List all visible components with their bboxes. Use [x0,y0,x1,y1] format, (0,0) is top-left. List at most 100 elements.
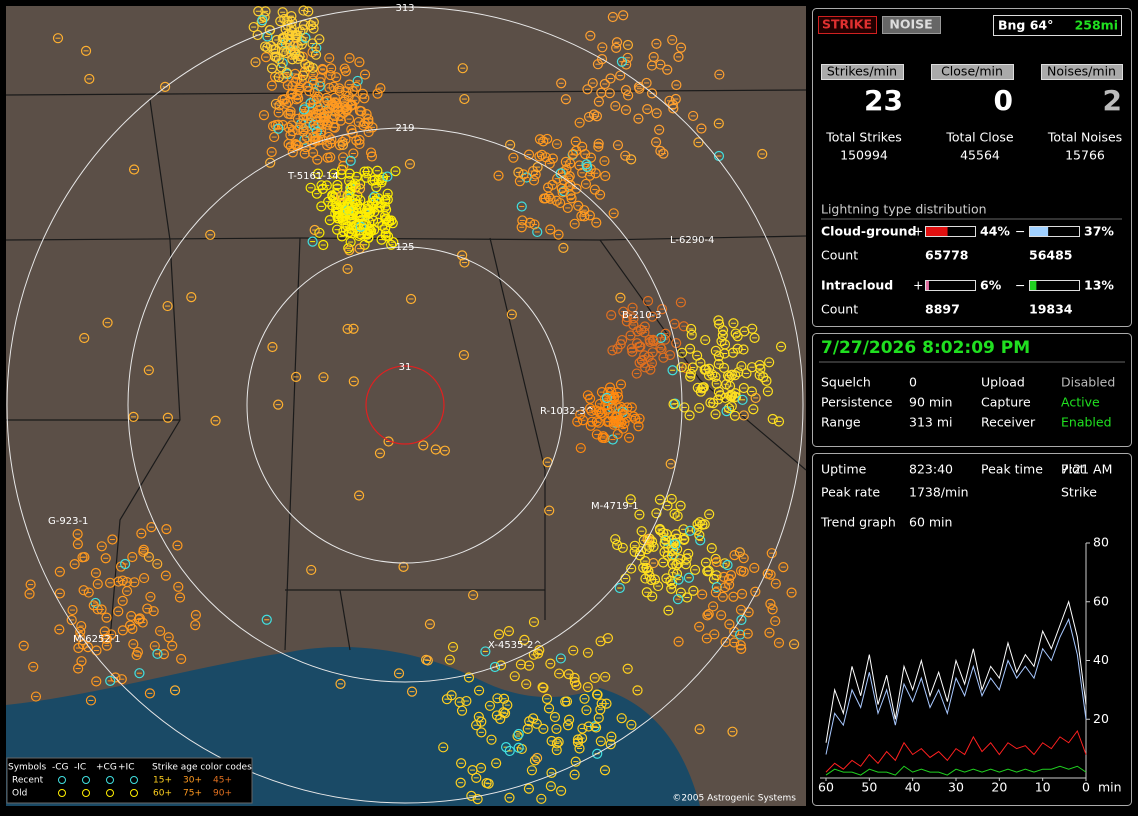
strike-symbol [345,155,356,167]
noise-button-label[interactable]: NOISE [889,17,932,32]
strike-symbol [626,154,637,165]
strike-symbol [362,166,373,177]
strike-symbol [338,107,349,119]
strike-symbol [471,772,482,783]
strike-symbol [624,432,635,443]
strike-symbol [600,671,611,682]
strike-symbol [748,404,759,415]
strike-symbol [668,399,679,410]
strike-symbol [314,34,325,45]
strike-symbol [298,104,310,115]
dist-bar [926,281,929,290]
strike-symbol [117,625,128,636]
strike-symbol [620,150,631,161]
strike-symbol [602,416,613,427]
strike-symbol [714,318,725,330]
strike-symbol [210,415,221,426]
strike-symbol [353,116,364,128]
strike-symbol [101,640,112,651]
strike-symbol [621,316,632,327]
strike-symbol [746,362,758,373]
strike-symbol [468,589,479,601]
strike-symbol [708,601,719,612]
status-label: Receiver [981,415,1036,430]
strike-symbol [607,11,618,23]
status-label: Capture [981,395,1031,410]
legend-symbols: Symbols [8,763,47,773]
strike-symbol [737,394,748,405]
strike-symbol [75,626,86,637]
strike-symbol [344,205,355,216]
strike-symbol [329,97,340,108]
x-tick-label: 0 [1082,780,1090,795]
strike-symbol [562,202,573,214]
strike-symbol [702,566,713,577]
strike-symbol [145,591,156,602]
strike-symbol [258,109,270,121]
status-label: Upload [981,375,1025,390]
strike-symbol [575,442,586,454]
strike-symbol [344,245,355,256]
storm-label: L-6290-4 [670,235,714,246]
strike-symbol [671,79,682,91]
noise-button[interactable] [882,16,941,34]
strike-symbol [365,147,377,158]
strike-symbol [530,169,541,180]
strike-symbol [282,15,293,27]
strike-button[interactable] [818,16,877,34]
strike-symbol [640,573,651,584]
strike-symbol [458,349,470,361]
strike-symbol [762,386,774,397]
strike-symbol [599,78,610,90]
strike-symbol [526,765,538,776]
strike-symbol [346,124,357,135]
strike-symbol [340,86,352,97]
legend-symbol [130,776,138,784]
strike-symbol [267,341,278,353]
stat: 7:21 AM [1061,462,1112,477]
strike-symbol [143,551,154,563]
strike-symbol [313,104,325,116]
strike-symbol [283,108,294,120]
strike-symbol [498,707,509,718]
trend-value: 60 min [909,515,952,530]
strike-symbol [498,693,510,704]
strike-symbol [702,610,713,621]
strike-symbol [581,159,592,170]
strike-symbol [767,413,778,425]
strike-symbol [481,777,492,789]
strike-symbol [592,748,603,759]
strike-symbol [521,679,532,690]
strike-symbol [82,642,94,653]
strike-symbol [613,402,624,414]
legend-symbol [130,789,138,797]
strike-symbol [273,123,284,134]
strike-symbol [605,73,616,84]
strike-symbol [298,126,309,137]
strike-symbol [556,78,567,89]
strike-symbol [528,175,540,186]
strike-symbol [547,153,558,164]
strike-button-label[interactable]: STRIKE [822,17,872,32]
strike-symbol [597,42,608,53]
strike-symbol [582,390,594,401]
strike-symbol [612,539,623,551]
strike-symbol [551,138,563,150]
strike-symbol [300,58,311,70]
strike-symbol [306,564,317,576]
strike-symbol [363,126,374,138]
strike-symbol [654,494,666,505]
strike-symbol [694,621,705,632]
strike-symbol [645,364,656,375]
strike-symbol [536,793,547,804]
strike-symbol [602,399,613,410]
strike-symbol [282,80,293,91]
strike-symbol [519,634,530,645]
strike-symbol [138,572,150,584]
strike-symbol [380,213,391,225]
strike-symbol [128,164,140,175]
strike-symbol [699,519,710,530]
strike-symbol [589,184,600,195]
strike-symbol [628,313,639,324]
strike-symbol [758,372,769,383]
